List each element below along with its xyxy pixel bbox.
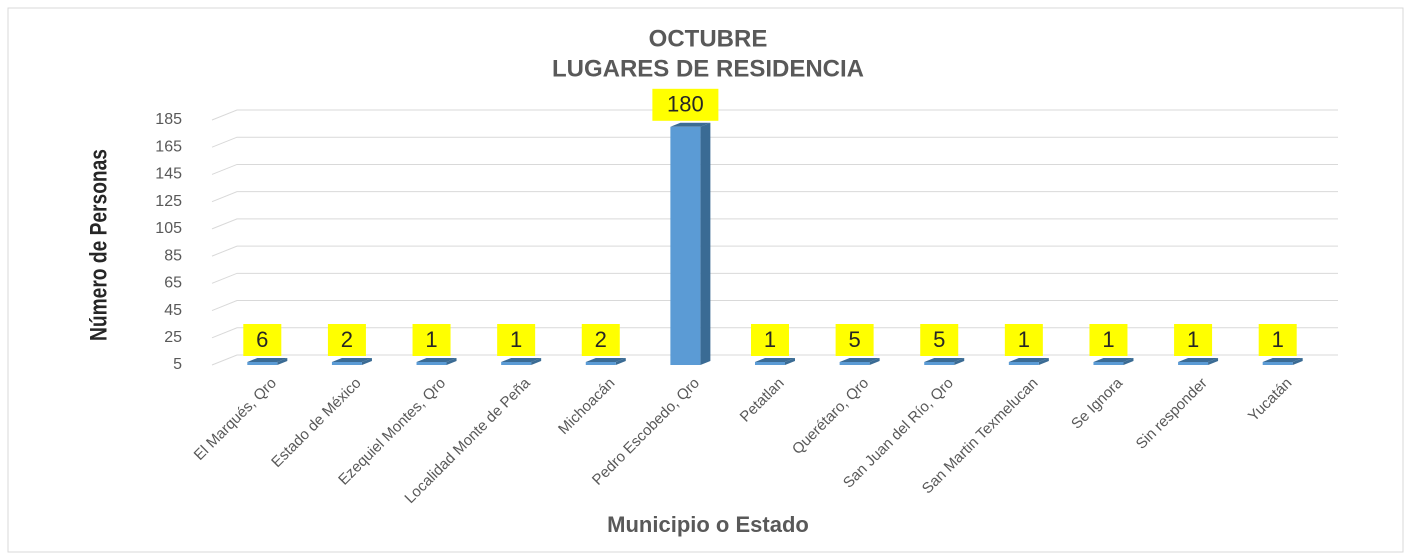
bar-side xyxy=(1292,358,1303,365)
bar xyxy=(1262,362,1293,365)
data-label: 2 xyxy=(595,327,607,352)
bar-side xyxy=(1123,358,1134,365)
bar-side xyxy=(615,358,626,365)
bar xyxy=(331,362,362,365)
bar xyxy=(1008,362,1039,365)
data-label: 180 xyxy=(667,92,704,117)
bar-top xyxy=(247,358,288,362)
data-label: 5 xyxy=(848,327,860,352)
bar-side xyxy=(869,358,880,365)
bar-top xyxy=(1008,358,1049,362)
bar-top xyxy=(839,358,880,362)
bar-side xyxy=(1208,358,1219,365)
bar xyxy=(247,362,278,365)
y-tick-label: 125 xyxy=(155,193,182,210)
grid-line xyxy=(211,272,1338,284)
bar-top xyxy=(585,358,626,362)
data-label: 1 xyxy=(425,327,437,352)
data-label: 1 xyxy=(1102,327,1114,352)
y-tick-label: 165 xyxy=(155,138,182,155)
bar xyxy=(839,362,870,365)
bar xyxy=(924,362,955,365)
data-label-box xyxy=(1089,324,1128,356)
y-tick-label: 5 xyxy=(173,356,182,373)
grid-line xyxy=(211,354,1338,366)
data-label-box xyxy=(1258,324,1297,356)
chart-title: OCTUBRE xyxy=(649,25,768,52)
bar-side xyxy=(954,358,965,365)
data-label-box xyxy=(412,324,451,356)
data-label: 2 xyxy=(341,327,353,352)
grid-line xyxy=(211,136,1338,148)
data-label-box xyxy=(581,324,620,356)
bar xyxy=(670,126,701,365)
data-label-box xyxy=(1174,324,1213,356)
grid-line xyxy=(211,300,1338,312)
bar-top xyxy=(331,358,372,362)
grid-line xyxy=(211,218,1338,230)
y-tick-label: 185 xyxy=(155,111,182,128)
bar-top xyxy=(670,122,711,127)
bar-side xyxy=(531,358,542,365)
y-tick-label: 65 xyxy=(164,275,182,292)
bar xyxy=(1178,362,1209,365)
bar-side xyxy=(785,358,795,365)
bar-top xyxy=(924,358,965,362)
data-label: 1 xyxy=(510,327,522,352)
data-label: 5 xyxy=(933,327,945,352)
bar xyxy=(1093,362,1124,365)
data-label: 1 xyxy=(1272,327,1284,352)
bar-top xyxy=(755,358,795,362)
data-label: 6 xyxy=(256,327,268,352)
grid-line xyxy=(211,163,1338,175)
y-tick-label: 25 xyxy=(164,329,182,346)
data-label-box xyxy=(652,88,719,121)
data-label: 1 xyxy=(1187,327,1199,352)
y-tick-label: 105 xyxy=(155,220,182,237)
y-tick-label: 45 xyxy=(164,302,182,319)
data-label-box xyxy=(243,324,282,356)
data-label-box xyxy=(1004,324,1043,356)
bar-side xyxy=(700,122,711,365)
data-label-box xyxy=(751,324,789,356)
grid-line xyxy=(211,245,1338,257)
bar-top xyxy=(1178,358,1219,362)
bar-side xyxy=(1038,358,1049,365)
data-label: 1 xyxy=(764,327,776,352)
grid-line xyxy=(211,191,1338,203)
bar-side xyxy=(277,358,288,365)
bar xyxy=(501,362,532,365)
x-axis-title: Municipio o Estado xyxy=(607,512,809,537)
y-tick-label: 145 xyxy=(155,166,182,183)
data-label: 1 xyxy=(1018,327,1030,352)
y-tick-label: 85 xyxy=(164,247,182,264)
bar-side xyxy=(446,358,457,365)
data-label-box xyxy=(327,324,366,356)
bar-side xyxy=(361,358,372,365)
bar xyxy=(755,362,785,365)
y-axis-title: Número de Personas xyxy=(84,149,112,341)
data-label-box xyxy=(497,324,536,356)
data-label-box xyxy=(920,324,959,356)
data-label-box xyxy=(835,324,874,356)
grid-line xyxy=(211,109,1338,121)
grid-line xyxy=(211,327,1338,339)
bar-top xyxy=(1262,358,1303,362)
bar-top xyxy=(1093,358,1134,362)
bar-top xyxy=(501,358,542,362)
chart-subtitle: LUGARES DE RESIDENCIA xyxy=(552,55,864,82)
bar xyxy=(416,362,447,365)
bar-top xyxy=(416,358,457,362)
bar xyxy=(585,362,616,365)
